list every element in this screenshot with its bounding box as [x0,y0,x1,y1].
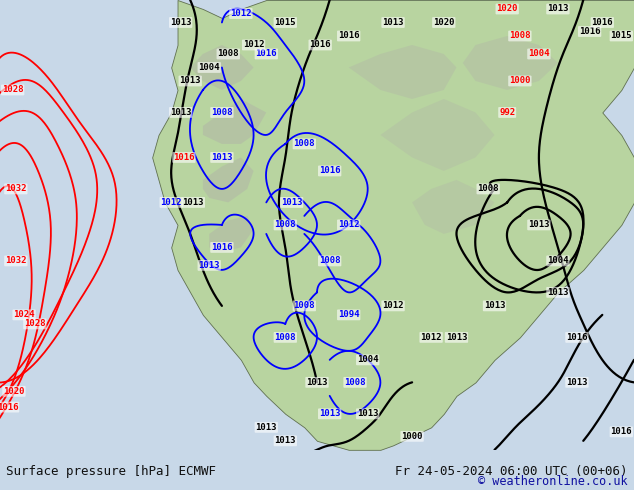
Text: 1013: 1013 [211,153,233,162]
Text: Surface pressure [hPa] ECMWF: Surface pressure [hPa] ECMWF [6,465,216,478]
Text: 1013: 1013 [198,261,220,270]
Text: 1015: 1015 [275,18,296,27]
Text: 1024: 1024 [13,310,35,319]
Text: 1016: 1016 [309,41,331,49]
Text: 1013: 1013 [484,301,505,310]
Text: 1012: 1012 [243,41,264,49]
Text: 1016: 1016 [566,333,588,342]
Text: 1008: 1008 [344,378,366,387]
Text: 1013: 1013 [170,108,191,117]
Text: 1008: 1008 [294,301,315,310]
Text: 1004: 1004 [357,355,378,365]
Text: Fr 24-05-2024 06:00 UTC (00+06): Fr 24-05-2024 06:00 UTC (00+06) [395,465,628,478]
Text: 1012: 1012 [160,198,182,207]
Text: 1004: 1004 [528,49,550,58]
Text: 1008: 1008 [477,184,499,194]
Text: 1016: 1016 [211,243,233,252]
Text: 1016: 1016 [338,31,359,41]
Text: 1032: 1032 [5,256,27,266]
Text: 1032: 1032 [5,184,27,194]
Text: 1008: 1008 [319,256,340,266]
Text: 1004: 1004 [198,63,220,72]
Text: 1013: 1013 [319,409,340,418]
Text: 1015: 1015 [611,31,632,41]
Text: 1094: 1094 [338,310,359,319]
Text: 1016: 1016 [173,153,195,162]
Text: 992: 992 [499,108,515,117]
Text: 1013: 1013 [382,18,404,27]
Text: 1013: 1013 [275,436,296,445]
Text: 1013: 1013 [281,198,302,207]
Text: 1008: 1008 [275,333,296,342]
Text: 1016: 1016 [0,403,18,412]
Text: 1016: 1016 [579,27,600,36]
Text: 1016: 1016 [319,167,340,175]
Text: 1013: 1013 [547,288,569,297]
Text: 1008: 1008 [211,108,233,117]
Text: 1008: 1008 [275,220,296,229]
Text: 1013: 1013 [256,423,277,432]
Text: 1013: 1013 [170,18,191,27]
Text: 1013: 1013 [528,220,550,229]
Text: 1013: 1013 [183,198,204,207]
Text: 1013: 1013 [446,333,467,342]
Text: 1012: 1012 [230,9,252,18]
Text: 1008: 1008 [294,140,315,148]
Text: 1013: 1013 [566,378,588,387]
Text: 1020: 1020 [433,18,455,27]
Text: 1028: 1028 [2,85,23,95]
Text: 1020: 1020 [496,4,518,14]
Text: 1016: 1016 [611,427,632,436]
Text: 1012: 1012 [420,333,442,342]
Text: © weatheronline.co.uk: © weatheronline.co.uk [478,475,628,488]
Text: 1016: 1016 [592,18,613,27]
Text: 1013: 1013 [179,76,201,85]
Text: 1012: 1012 [382,301,404,310]
Text: 1012: 1012 [338,220,359,229]
Text: 1020: 1020 [3,387,25,396]
Text: 1004: 1004 [547,256,569,266]
Text: 1008: 1008 [217,49,239,58]
Text: 1013: 1013 [547,4,569,14]
Text: 1013: 1013 [306,378,328,387]
Text: 1016: 1016 [256,49,277,58]
Text: 1000: 1000 [509,76,531,85]
Text: 1013: 1013 [357,409,378,418]
Text: 1028: 1028 [24,319,46,328]
Text: 1000: 1000 [401,432,423,441]
Text: 1008: 1008 [509,31,531,41]
